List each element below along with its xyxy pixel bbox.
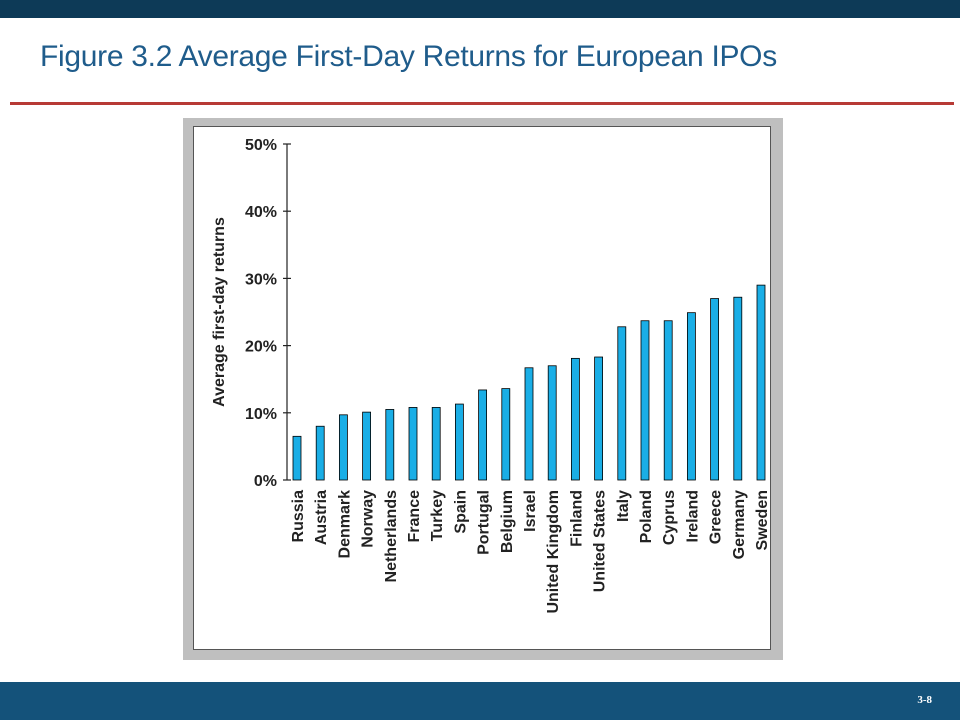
- y-tick-label: 50%: [245, 137, 277, 154]
- bar-finland: [570, 357, 580, 481]
- bar-united-states: [594, 356, 604, 481]
- chart-panel: 0% 10% 20% 30% 40% 50% Average first-day retur…: [183, 118, 783, 660]
- chart-frame: 0% 10% 20% 30% 40% 50% Average first-day retur…: [193, 126, 771, 650]
- x-tick-label: Norway: [360, 490, 377, 548]
- x-tick-label: Spain: [452, 490, 469, 534]
- bar-turkey: [431, 407, 441, 481]
- bar-germany: [733, 296, 743, 481]
- x-tick-label: Netherlands: [383, 490, 400, 583]
- bar-chart: 0% 10% 20% 30% 40% 50% Average first-day retur…: [211, 137, 771, 614]
- y-tick-label: 30%: [245, 271, 277, 288]
- bar-netherlands: [385, 409, 395, 481]
- bar-belgium: [501, 388, 511, 481]
- x-tick-label: Italy: [615, 490, 632, 522]
- bar-sweden: [756, 284, 766, 481]
- x-tick-label: Denmark: [336, 490, 353, 559]
- x-tick-label: Turkey: [429, 490, 446, 541]
- slide-number: 3-8: [917, 694, 932, 706]
- bar-united-kingdom: [547, 365, 557, 481]
- bar-spain: [454, 403, 464, 481]
- x-tick-label: Russia: [290, 490, 307, 543]
- x-tick-label: Austria: [313, 490, 330, 545]
- bar-france: [408, 407, 418, 481]
- bar-ireland: [686, 312, 696, 481]
- y-axis-title: Average first-day returns: [211, 217, 228, 407]
- bar-cyprus: [663, 320, 673, 481]
- x-tick-label: Greece: [708, 490, 725, 544]
- x-tick-label: Portugal: [476, 490, 493, 555]
- bar-denmark: [338, 414, 348, 481]
- bottom-bar: 3-8: [0, 682, 960, 720]
- top-bar: [0, 0, 960, 18]
- y-tick-label: 40%: [245, 204, 277, 221]
- x-tick-label: Cyprus: [661, 490, 678, 545]
- bar-norway: [362, 411, 372, 481]
- x-tick-label: Sweden: [754, 490, 771, 550]
- x-tick-label: United States: [592, 490, 609, 592]
- y-tick-label: 20%: [245, 339, 277, 356]
- x-tick-label: Finland: [568, 490, 585, 547]
- bar-austria: [315, 425, 325, 481]
- bar-portugal: [478, 389, 488, 481]
- y-tick-label: 0%: [254, 473, 277, 490]
- y-tick-label: 10%: [245, 406, 277, 423]
- bar-italy: [617, 326, 627, 481]
- x-tick-label: Israel: [522, 490, 539, 532]
- bar-israel: [524, 367, 534, 481]
- bar-greece: [710, 298, 719, 481]
- x-tick-label: Ireland: [684, 490, 701, 542]
- slide-title: Figure 3.2 Average First-Day Returns for…: [40, 40, 777, 73]
- bar-russia: [292, 435, 302, 481]
- bar-poland: [640, 320, 650, 481]
- x-tick-label: France: [406, 490, 423, 543]
- x-tick-label: Germany: [731, 490, 748, 559]
- x-tick-label: United Kingdom: [545, 490, 562, 614]
- x-tick-label: Poland: [638, 490, 655, 543]
- x-tick-label: Belgium: [499, 490, 516, 553]
- title-divider: [10, 102, 954, 105]
